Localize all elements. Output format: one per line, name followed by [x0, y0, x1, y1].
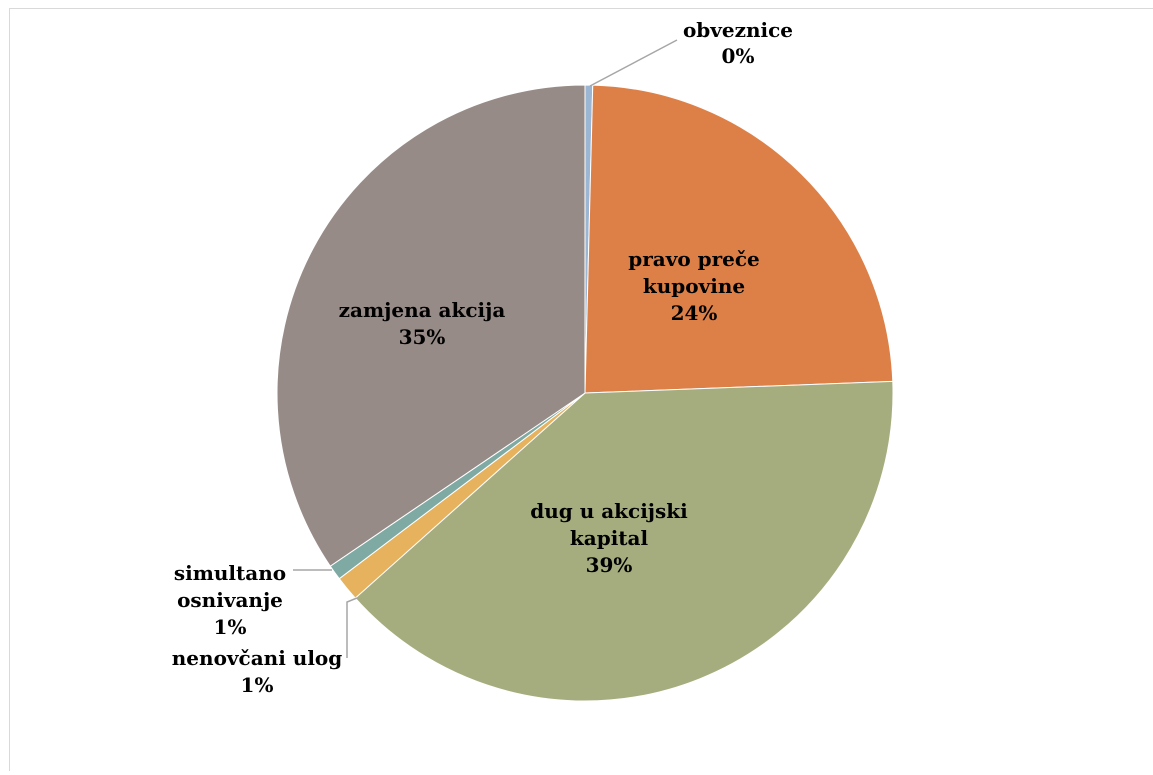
data-label: pravo preče kupovine 24% — [628, 247, 760, 325]
data-label-line: nenovčani ulog — [172, 646, 342, 670]
data-label-line: 35% — [399, 325, 446, 349]
chart-frame-left — [9, 8, 10, 771]
data-label: dug u akcijski kapital 39% — [530, 499, 688, 577]
chart-frame-top — [9, 8, 1153, 9]
data-label-line: zamjena akcija — [339, 298, 506, 322]
leader-line — [589, 39, 678, 87]
data-label-line: obveznice — [683, 18, 793, 42]
data-label: obveznice 0% — [683, 18, 793, 68]
pie-slice-zamjena-akcija — [276, 84, 586, 567]
data-label-line: 39% — [586, 553, 633, 577]
data-label: zamjena akcija 35% — [339, 298, 506, 349]
data-label-line: dug u akcijski — [530, 499, 688, 523]
data-label-line: simultano — [174, 561, 286, 585]
data-label-line: kupovine — [643, 274, 745, 298]
leader-line — [346, 597, 358, 658]
data-label-line: 1% — [241, 673, 274, 697]
data-label: nenovčani ulog 1% — [172, 646, 342, 697]
data-label-line: 24% — [671, 301, 718, 325]
data-label: simultano osnivanje 1% — [174, 561, 286, 639]
data-label-line: 1% — [214, 615, 247, 639]
data-label-line: kapital — [570, 526, 649, 550]
data-label-line: 0% — [722, 44, 755, 68]
pie-slice-pravo-preče-kupovine — [584, 84, 894, 394]
data-label-line: pravo preče — [628, 247, 760, 271]
data-label-line: osnivanje — [177, 588, 283, 612]
pie-slice-dug-u-akcijski-kapital — [354, 380, 894, 702]
